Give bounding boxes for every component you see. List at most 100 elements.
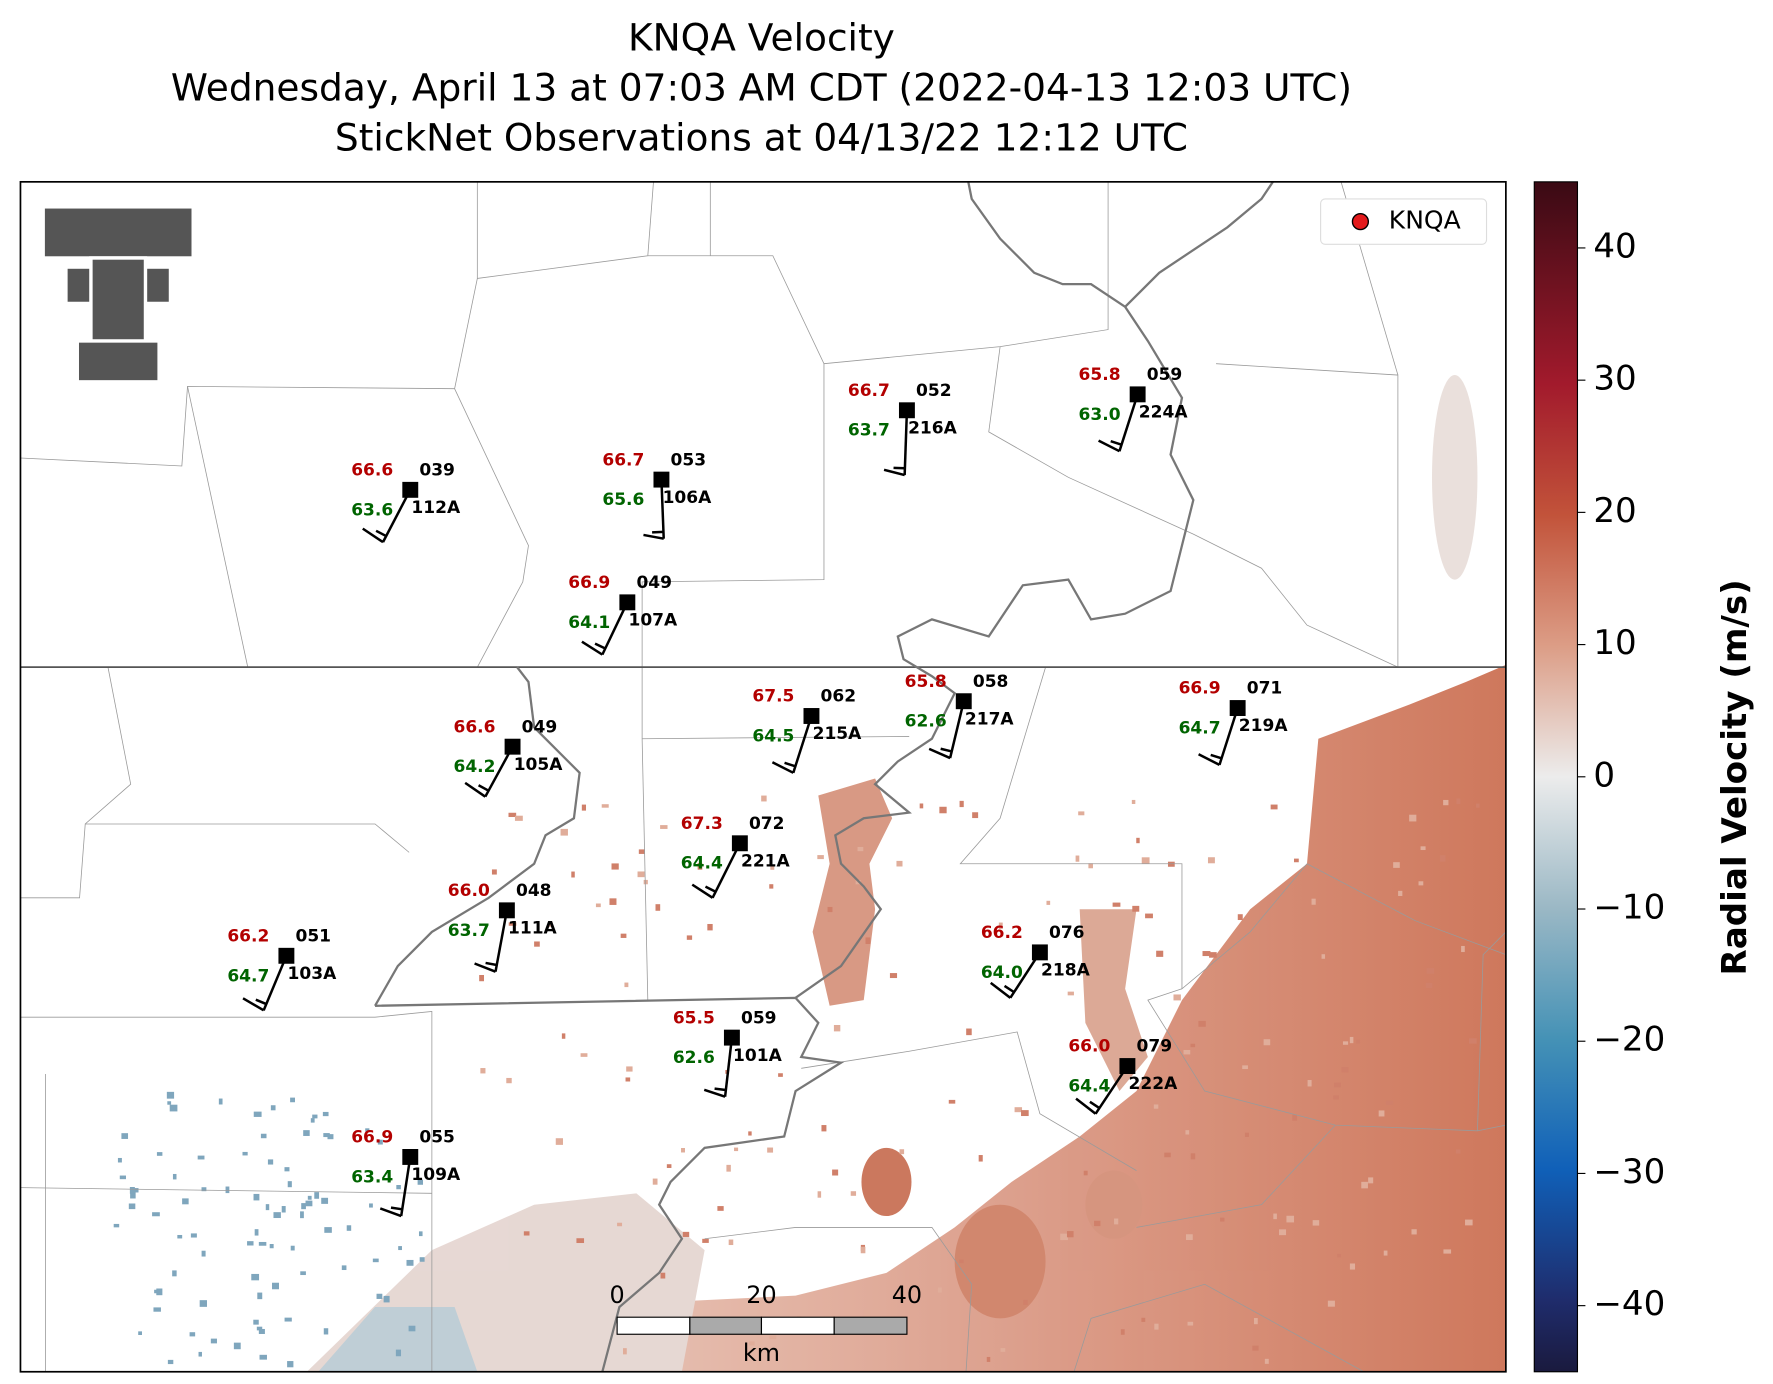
- echo-speck: [1307, 1080, 1312, 1087]
- echo-speck: [939, 806, 947, 814]
- echo-speck: [153, 1307, 161, 1312]
- echo-speck: [1252, 1345, 1259, 1351]
- wind-barb: [691, 883, 714, 899]
- echo-speck: [242, 1151, 248, 1156]
- dewpoint: 64.4: [681, 854, 723, 874]
- river: [374, 666, 581, 1007]
- echo-speck: [156, 1288, 163, 1296]
- echo-speck: [312, 1114, 318, 1119]
- echo-speck: [1242, 1065, 1248, 1070]
- wind-barb: [1003, 984, 1015, 994]
- colorbar-tick-label: −20: [1593, 1020, 1665, 1060]
- pressure: 052: [916, 381, 952, 401]
- echo-speck: [256, 1326, 263, 1331]
- echo-speck: [972, 812, 979, 819]
- echo-cell: [861, 1147, 912, 1217]
- echo-speck: [1244, 1132, 1249, 1137]
- echo-speck: [817, 855, 824, 860]
- echo-speck: [1456, 798, 1461, 805]
- echo-speck: [129, 1186, 135, 1194]
- echo-speck: [609, 898, 617, 905]
- echo-speck: [121, 1133, 129, 1139]
- echo-speck: [1088, 863, 1093, 869]
- echo-speck: [406, 1259, 414, 1266]
- echo-speck: [287, 1361, 294, 1368]
- station-marker: [1229, 700, 1246, 716]
- echo-speck: [1321, 954, 1326, 959]
- wind-barb: [485, 961, 497, 967]
- echo-speck: [561, 1033, 566, 1039]
- echo-speck: [707, 923, 713, 931]
- echo-speck: [254, 1229, 259, 1236]
- echo-speck: [281, 1206, 286, 1213]
- echo-speck: [1094, 1220, 1101, 1227]
- echo-speck: [1264, 1358, 1269, 1364]
- echo-speck: [284, 1167, 290, 1172]
- echo-speck: [1411, 1229, 1417, 1235]
- echo-speck: [1393, 862, 1400, 868]
- station-id: 107A: [628, 611, 678, 631]
- echo-speck: [269, 1244, 274, 1249]
- echo-speck: [769, 1335, 777, 1340]
- county-line: [823, 181, 1109, 365]
- county-line: [988, 346, 1399, 668]
- echo-speck: [1202, 951, 1211, 957]
- echo-speck: [523, 1231, 530, 1236]
- echo-speck: [620, 933, 627, 938]
- echo-speck: [1349, 1036, 1354, 1044]
- temperature: 66.6: [453, 717, 495, 737]
- echo-speck: [1164, 1152, 1171, 1158]
- pressure: 049: [636, 573, 672, 593]
- echo-speck: [899, 1149, 905, 1155]
- echo-speck: [937, 1287, 942, 1293]
- wind-staff: [484, 746, 514, 798]
- echo-speck: [247, 1241, 254, 1246]
- colorbar-tick-label: 10: [1593, 623, 1636, 663]
- wind-barb: [477, 784, 490, 792]
- echo-speck: [377, 1139, 383, 1145]
- echo-speck: [534, 941, 540, 947]
- echo-speck: [300, 1271, 306, 1276]
- echo-speck: [322, 1111, 329, 1117]
- dewpoint: 62.6: [673, 1048, 715, 1068]
- echo-speck: [1476, 803, 1480, 808]
- echo-speck: [1292, 1114, 1298, 1121]
- echo-speck: [172, 1270, 177, 1277]
- echo-speck: [728, 1239, 734, 1246]
- temperature: 65.5: [673, 1008, 715, 1028]
- echo-region: [318, 1306, 478, 1372]
- station-marker: [278, 947, 295, 964]
- wind-barb: [464, 781, 486, 798]
- wind-staff: [660, 479, 665, 539]
- colorbar-tick-label: −30: [1593, 1152, 1665, 1192]
- station-id: 221A: [741, 851, 791, 871]
- echo-region: [534, 664, 1506, 1372]
- echo-speck: [321, 1197, 329, 1204]
- echo-speck: [1425, 982, 1433, 989]
- pressure: 058: [973, 672, 1009, 692]
- echo-speck: [863, 1310, 871, 1317]
- station-marker: [803, 708, 820, 724]
- dewpoint: 64.1: [568, 613, 610, 633]
- echo-speck: [966, 1028, 972, 1036]
- station-marker: [498, 902, 515, 919]
- legend-marker: [1351, 212, 1370, 231]
- echo-speck: [1131, 799, 1136, 804]
- echo-speck: [284, 1317, 292, 1322]
- echo-speck: [959, 800, 964, 808]
- county-line: [642, 736, 910, 740]
- pressure: 039: [419, 461, 455, 481]
- echo-speck: [896, 860, 903, 867]
- echo-speck: [686, 935, 693, 940]
- echo-speck: [417, 1179, 424, 1185]
- echo-speck: [581, 804, 587, 811]
- echo-speck: [702, 1238, 709, 1243]
- echo-speck: [1349, 1263, 1356, 1270]
- legend: KNQA: [1320, 198, 1488, 245]
- legend-box: [1320, 198, 1488, 245]
- echo-speck: [290, 1097, 295, 1103]
- echo-speck: [1021, 1110, 1029, 1117]
- dewpoint: 63.4: [351, 1167, 393, 1187]
- county-line: [1147, 988, 1506, 1132]
- echo-speck: [508, 922, 517, 926]
